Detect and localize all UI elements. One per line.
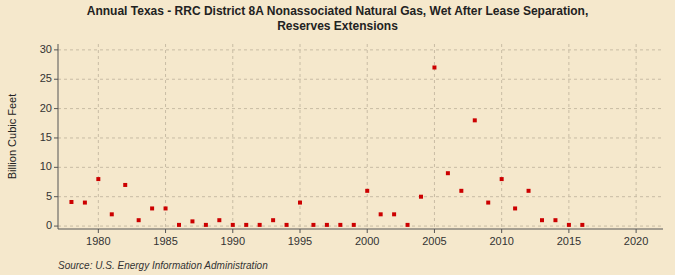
point: [446, 171, 450, 175]
point: [486, 201, 490, 205]
y-tick: [54, 79, 58, 80]
y-tick-label: 30: [40, 43, 52, 55]
y-axis-label: Billion Cubic Feet: [6, 94, 18, 180]
x-tick: [568, 229, 569, 233]
grid-line-y: [58, 49, 663, 50]
grid-line-x: [434, 44, 435, 229]
source-note: Source: U.S. Energy Information Administ…: [58, 260, 268, 271]
title: Annual Texas - RRC District 8A Nonassoci…: [87, 4, 588, 33]
point: [352, 223, 356, 227]
y-tick-label: 15: [40, 131, 52, 143]
y-tick-label: 10: [40, 160, 52, 172]
x-tick-label: 2015: [557, 235, 581, 247]
point: [96, 177, 100, 181]
point: [150, 206, 154, 210]
point: [540, 218, 544, 222]
y-tick: [54, 108, 58, 109]
x-tick: [434, 229, 435, 233]
point: [69, 200, 73, 204]
grid-line-x: [165, 44, 166, 229]
x-tick: [165, 229, 166, 233]
point: [123, 183, 127, 187]
y-tick: [54, 137, 58, 138]
point: [338, 223, 342, 227]
point: [500, 177, 504, 181]
grid-line-x: [367, 44, 368, 229]
grid-line-x: [636, 44, 637, 229]
x-tick: [300, 229, 301, 233]
point: [379, 212, 383, 216]
point: [473, 118, 477, 122]
y-tick: [54, 49, 58, 50]
point: [83, 201, 87, 205]
x-tick-label: 1980: [86, 235, 110, 247]
point: [285, 223, 289, 227]
grid-line-y: [58, 196, 663, 197]
point: [217, 218, 221, 222]
point: [580, 223, 584, 227]
point: [567, 223, 571, 227]
grid-line-y: [58, 137, 663, 138]
point: [419, 195, 423, 199]
point: [258, 223, 262, 227]
x-tick: [98, 229, 99, 233]
x-axis-line: [58, 229, 663, 230]
y-axis-line: [58, 44, 59, 229]
point: [231, 223, 235, 227]
point: [406, 223, 410, 227]
x-tick: [367, 229, 368, 233]
point: [365, 189, 369, 193]
axes: 0 5 10 15 20 25 30 1980 1985 1990 1995 2000 2005 2010…: [40, 43, 663, 247]
y-tick: [54, 167, 58, 168]
grid-line-x: [98, 44, 99, 229]
point: [110, 212, 114, 216]
point: [553, 218, 557, 222]
point: [244, 223, 248, 227]
point: [137, 218, 141, 222]
point: [271, 218, 275, 222]
point: [392, 212, 396, 216]
x-tick-label: 1990: [221, 235, 245, 247]
x-tick-label: 2020: [624, 235, 648, 247]
grid-line-y: [58, 108, 663, 109]
chart: Annual Texas - RRC District 8A Nonassoci…: [0, 0, 675, 275]
title-line: Annual Texas - RRC District 8A Nonassoci…: [87, 4, 588, 18]
x-tick: [501, 229, 502, 233]
point: [325, 223, 329, 227]
points: [69, 65, 584, 226]
grid-line-y: [58, 79, 663, 80]
point: [527, 189, 531, 193]
y-tick-label: 5: [46, 190, 52, 202]
point: [177, 223, 181, 227]
title-line: Reserves Extensions: [277, 19, 398, 33]
x-tick: [636, 229, 637, 233]
x-tick-label: 2000: [355, 235, 379, 247]
x-tick-label: 1995: [288, 235, 312, 247]
point: [459, 189, 463, 193]
point: [311, 223, 315, 227]
x-tick-label: 2005: [422, 235, 446, 247]
y-tick: [54, 196, 58, 197]
x-tick-label: 2010: [489, 235, 513, 247]
y-tick-label: 0: [46, 219, 52, 231]
point: [190, 219, 194, 223]
point: [164, 206, 168, 210]
grid: [58, 44, 663, 229]
grid-line-x: [501, 44, 502, 229]
grid-line-x: [568, 44, 569, 229]
grid-line-y: [58, 167, 663, 168]
x-tick-label: 1985: [153, 235, 177, 247]
y-tick-label: 25: [40, 72, 52, 84]
point: [298, 201, 302, 205]
point: [432, 65, 436, 69]
grid-line-x: [232, 44, 233, 229]
y-tick: [54, 226, 58, 227]
point: [204, 223, 208, 227]
grid-line-y: [58, 226, 663, 227]
x-tick: [232, 229, 233, 233]
y-tick-label: 20: [40, 102, 52, 114]
point: [513, 206, 517, 210]
